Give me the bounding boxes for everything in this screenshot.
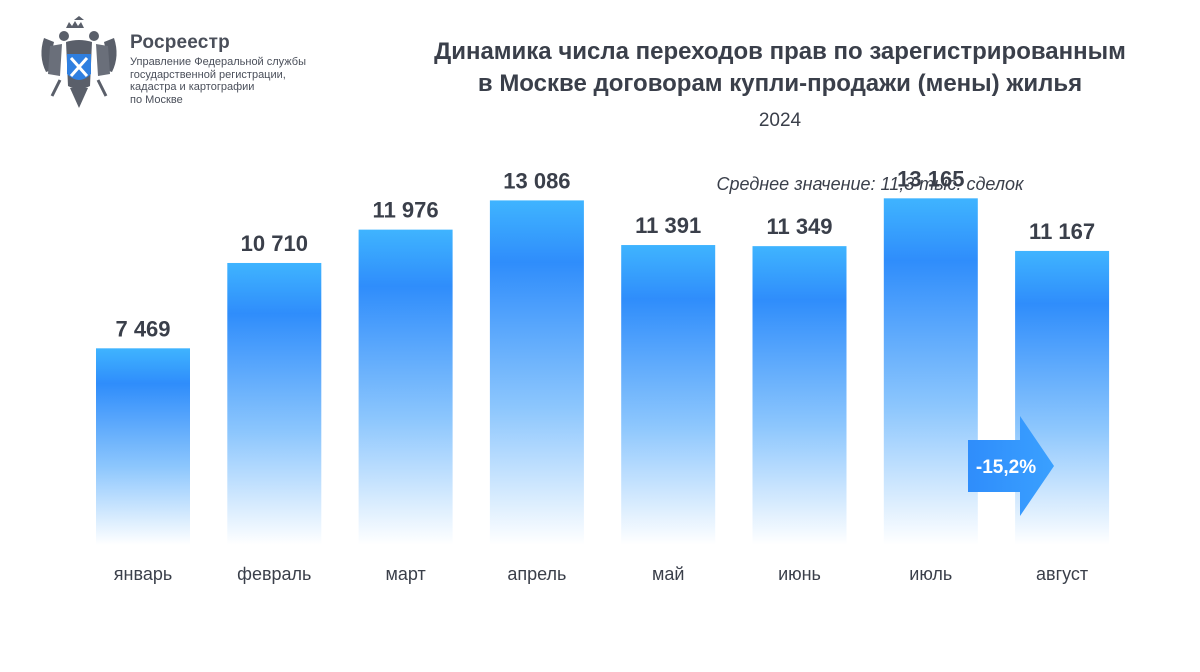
category-label: июнь bbox=[778, 564, 821, 584]
bar-value-label: 13 165 bbox=[897, 166, 964, 191]
org-subtitle: Управление Федеральной службы государств… bbox=[130, 56, 350, 106]
change-arrow-icon bbox=[968, 416, 1054, 516]
bar-июль bbox=[883, 198, 978, 546]
category-label: апрель bbox=[507, 564, 566, 584]
org-name: Росреестр bbox=[130, 32, 230, 53]
bar-value-label: 10 710 bbox=[241, 231, 308, 256]
bar-value-label: 11 976 bbox=[373, 198, 439, 223]
bar-январь bbox=[96, 348, 190, 545]
bar-value-label: 7 469 bbox=[115, 316, 170, 341]
change-arrow-layer: -15,2% bbox=[968, 416, 1054, 516]
bar-май bbox=[621, 245, 716, 546]
chart-title: Динамика числа переходов прав по зарегис… bbox=[380, 36, 1180, 100]
chart-year: 2024 bbox=[758, 110, 802, 131]
rosreestr-logo: Росреестр Управление Федеральной службы … bbox=[36, 16, 336, 116]
bars-layer: 7 469 январь 10 710 февраль 11 976 март 13 086… bbox=[96, 166, 1110, 584]
category-label: март bbox=[385, 564, 425, 584]
chart-title-line: Динамика числа переходов прав по зарегис… bbox=[434, 38, 1126, 65]
chart-title-line: в Москве договорам купли-продажи (мены) … bbox=[477, 70, 1083, 97]
org-sub-line: Управление Федеральной службы bbox=[130, 56, 306, 68]
org-sub-line: по Москве bbox=[130, 93, 183, 106]
org-sub-line: кадастра и картографии bbox=[130, 81, 255, 93]
double-headed-eagle-emblem-icon bbox=[41, 16, 117, 108]
bar-февраль bbox=[227, 262, 322, 545]
bar-март bbox=[358, 229, 453, 545]
category-label: январь bbox=[114, 564, 172, 584]
category-label: май bbox=[652, 564, 684, 584]
bar-value-label: 11 349 bbox=[766, 214, 832, 239]
average-note: Среднее значение: 11,3 тыс. сделок bbox=[716, 174, 1024, 194]
change-percent-label: -15,2% bbox=[976, 457, 1036, 478]
org-sub-line: государственной регистрации, bbox=[130, 68, 286, 81]
bar-июнь bbox=[752, 246, 847, 545]
category-label: август bbox=[1036, 564, 1088, 584]
category-label: июль bbox=[909, 564, 952, 584]
bar-value-label: 13 086 bbox=[503, 168, 570, 193]
bar-апрель bbox=[489, 200, 584, 546]
bar-value-label: 11 167 bbox=[1029, 219, 1095, 244]
category-label: февраль bbox=[237, 564, 311, 584]
bar-value-label: 11 391 bbox=[635, 213, 701, 238]
